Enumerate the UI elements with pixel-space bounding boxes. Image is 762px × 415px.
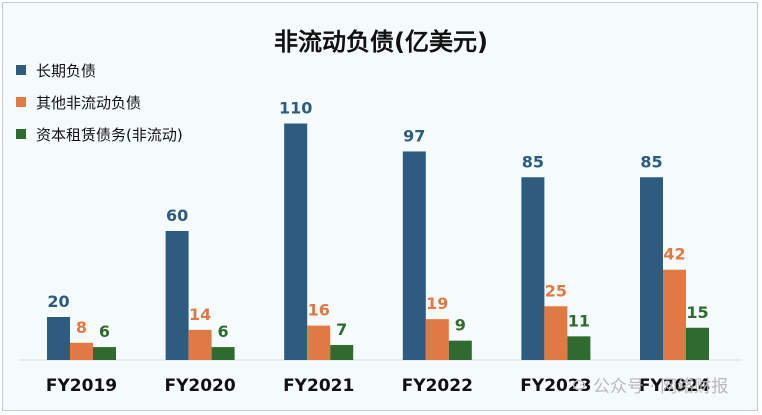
data-label-FY2022-series-1: 19 (426, 294, 448, 313)
data-label-FY2022-series-2: 9 (455, 316, 466, 335)
bar-FY2023-series-0 (521, 177, 545, 360)
bar-FY2023-series-1 (544, 306, 568, 360)
bar-FY2022-series-2 (448, 340, 472, 360)
legend-item-capital-lease: 资本租赁债务(非流动) (16, 118, 183, 150)
x-tick-label-FY2019: FY2019 (46, 376, 117, 396)
data-label-FY2023-series-2: 11 (568, 311, 590, 330)
bar-FY2021-series-1 (307, 325, 331, 360)
legend-label: 其他非流动负债 (36, 93, 142, 112)
x-tick-label-FY2022: FY2022 (402, 376, 473, 396)
data-label-FY2019-series-2: 6 (99, 322, 110, 341)
data-label-FY2023-series-0: 85 (522, 152, 544, 171)
legend-label: 长期负债 (36, 61, 97, 80)
data-label-FY2020-series-0: 60 (166, 206, 188, 225)
bar-FY2020-series-1 (188, 329, 212, 360)
bar-FY2019-series-1 (70, 342, 93, 360)
data-label-FY2019-series-0: 20 (47, 292, 69, 311)
legend-swatch (16, 97, 26, 107)
x-tick-label-FY2023: FY2023 (520, 376, 591, 396)
data-label-FY2023-series-1: 25 (545, 281, 567, 300)
data-label-FY2024-series-2: 15 (686, 303, 708, 322)
data-label-FY2022-series-0: 97 (403, 126, 425, 145)
x-tick-label-FY2024: FY2024 (639, 376, 710, 396)
bar-FY2019-series-2 (93, 347, 116, 360)
legend-item-other-noncurrent: 其他非流动负债 (16, 86, 183, 118)
wechat-icon (572, 378, 587, 392)
chart-frame (2, 2, 758, 411)
legend-label: 资本租赁债务(非流动) (36, 125, 183, 144)
data-label-FY2021-series-1: 16 (308, 301, 330, 320)
legend-swatch (16, 65, 26, 75)
bar-FY2022-series-0 (402, 151, 426, 360)
x-tick-label-FY2020: FY2020 (164, 376, 235, 396)
bar-FY2024-series-1 (663, 269, 686, 360)
bar-FY2019-series-0 (47, 317, 70, 360)
legend-item-long-term-debt: 长期负债 (16, 54, 183, 86)
chart-title: 非流动负债(亿美元) (274, 28, 488, 56)
bar-FY2021-series-0 (284, 123, 308, 360)
data-label-FY2020-series-2: 6 (218, 322, 229, 341)
bar-FY2020-series-0 (165, 231, 189, 360)
legend-swatch (16, 129, 26, 139)
bar-FY2021-series-2 (330, 344, 354, 360)
chart-legend: 长期负债 其他非流动负债 资本租赁债务(非流动) (16, 54, 183, 150)
bar-FY2024-series-2 (686, 327, 709, 360)
bar-FY2020-series-2 (211, 347, 235, 360)
data-label-FY2024-series-0: 85 (640, 152, 662, 171)
data-label-FY2024-series-1: 42 (663, 245, 685, 264)
data-label-FY2021-series-0: 110 (279, 99, 312, 118)
data-label-FY2019-series-1: 8 (76, 318, 87, 337)
data-label-FY2020-series-1: 14 (189, 305, 211, 324)
data-label-FY2021-series-2: 7 (336, 320, 347, 339)
bar-FY2023-series-2 (567, 336, 591, 360)
x-tick-label-FY2021: FY2021 (283, 376, 354, 396)
bar-FY2022-series-1 (425, 319, 449, 360)
watermark: 公众号 · 网络财报 (572, 372, 729, 397)
bar-FY2024-series-0 (640, 177, 663, 360)
watermark-text: 公众号 · 网络财报 (593, 377, 729, 397)
